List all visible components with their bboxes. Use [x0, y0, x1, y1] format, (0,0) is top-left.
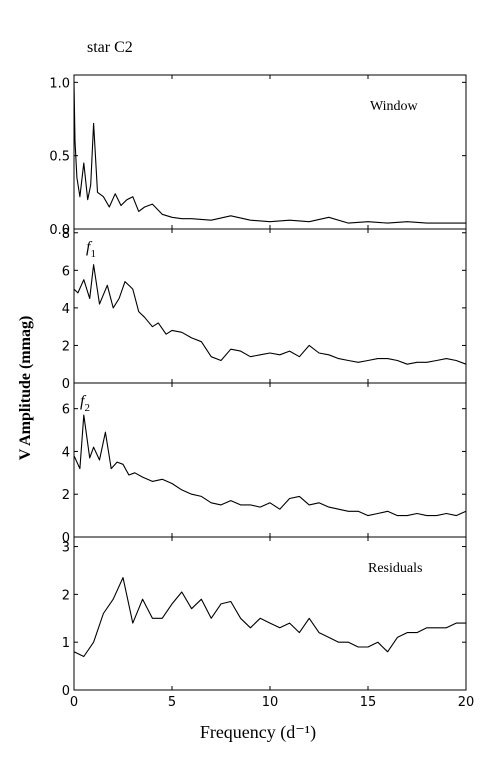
panel-2: 0 2 4 6 8 f1 — [62, 227, 467, 392]
y-tick-label: 2 — [62, 488, 70, 503]
panel-label: f2 — [80, 393, 90, 414]
chart-title: star C2 — [87, 39, 133, 56]
panel-frame — [73, 382, 467, 538]
panel-3: 0 2 4 6 f2 — [62, 382, 467, 546]
x-tick-label: 0 — [70, 695, 78, 710]
series-line-2 — [73, 264, 467, 365]
x-tick-label: 5 — [168, 695, 176, 710]
x-tick-label: 20 — [458, 695, 475, 710]
y-axis-label: V Amplitude (mmag) — [17, 316, 34, 461]
y-tick-label: 1.0 — [49, 76, 70, 91]
series-line-3 — [73, 414, 467, 517]
panel-label: Window — [370, 99, 419, 114]
y-tick-label: 1 — [62, 636, 70, 651]
panel-label: f1 — [86, 239, 96, 260]
panel-4: 0 1 2 3 0 5 10 15 20 Residuals — [62, 536, 475, 710]
panel-1: 0.0 0.5 1.0 Window — [49, 74, 467, 238]
y-tick-label: 2 — [62, 339, 70, 354]
series-line-4 — [73, 577, 466, 658]
y-tick-label: 2 — [62, 588, 70, 603]
panel-frame — [73, 228, 467, 384]
y-tick-label: 4 — [62, 445, 70, 460]
y-tick-label: 0.5 — [49, 150, 70, 165]
x-tick-label: 10 — [262, 695, 279, 710]
y-tick-label: 0 — [62, 377, 70, 392]
y-tick-label: 3 — [62, 541, 70, 556]
x-axis-label: Frequency (d⁻¹) — [200, 722, 316, 743]
panel-frame — [73, 536, 467, 691]
y-tick-label: 0 — [62, 531, 70, 546]
y-tick-label: 6 — [62, 264, 70, 279]
y-tick-label: 8 — [62, 227, 70, 242]
y-tick-label: 0.0 — [49, 223, 70, 238]
y-tick-label: 6 — [62, 403, 70, 418]
panel-label: Residuals — [368, 561, 422, 576]
y-tick-label: 0 — [62, 684, 70, 699]
series-line-1 — [73, 82, 466, 224]
x-tick-label: 15 — [360, 695, 377, 710]
y-tick-label: 4 — [62, 302, 70, 317]
